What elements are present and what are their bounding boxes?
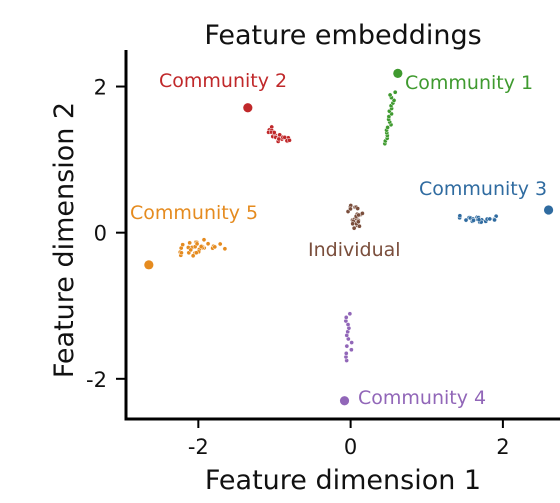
x-tick-label: 2 xyxy=(496,435,509,459)
annotations: Community 1 Community 2 Community 3 Comm… xyxy=(130,70,547,409)
label-community-5: Community 5 xyxy=(130,202,258,224)
community-3-cluster-point xyxy=(476,217,482,223)
community-4-cluster-point xyxy=(345,322,351,327)
y-axis-title: Feature dimension 2 xyxy=(49,102,80,378)
community-5-cluster-point xyxy=(193,250,199,256)
individual-cluster-point xyxy=(356,212,361,218)
community-3-cluster-point xyxy=(492,217,497,223)
community-3-cluster-point xyxy=(457,213,463,219)
community-2-cluster-point xyxy=(271,130,277,135)
label-community-3: Community 3 xyxy=(419,178,547,200)
community-1-cluster-point xyxy=(385,125,390,130)
community-5-cluster-point xyxy=(179,250,184,256)
community-1-cluster-point xyxy=(387,92,393,98)
community-4-cluster-point xyxy=(349,340,355,345)
individual-cluster-point xyxy=(348,206,353,212)
community-5-cluster-point xyxy=(222,246,228,252)
y-tick-label: -2 xyxy=(86,368,107,392)
community-2-anchor-point xyxy=(243,103,253,113)
community-5-cluster-point xyxy=(187,240,193,246)
x-tick-label: 0 xyxy=(344,435,357,459)
community-4-cluster-point xyxy=(343,315,349,320)
community-4-cluster-point xyxy=(344,343,350,349)
community-5-cluster-point xyxy=(205,241,211,247)
individual-cluster-point xyxy=(355,219,361,225)
community-5-cluster-point xyxy=(180,242,186,248)
x-axis-title: Feature dimension 1 xyxy=(205,465,481,496)
community-2-cluster-point xyxy=(276,136,282,142)
individual-cluster-point xyxy=(357,223,362,229)
community-4-cluster-point xyxy=(349,347,354,353)
community-1-cluster-point xyxy=(392,89,398,95)
community-5-cluster-point xyxy=(194,241,200,247)
community-3-cluster-point xyxy=(471,218,476,223)
label-community-1: Community 1 xyxy=(405,72,533,94)
plot-area xyxy=(144,68,554,406)
community-3-anchor-point xyxy=(543,205,554,215)
community-5-cluster-point xyxy=(198,244,204,249)
community-5-cluster-point xyxy=(190,253,196,259)
community-5-anchor-point xyxy=(144,260,154,270)
y-tick-label: 0 xyxy=(94,222,107,246)
community-4-cluster-point xyxy=(343,351,349,356)
label-community-4: Community 4 xyxy=(358,387,486,409)
individual-cluster-point xyxy=(355,206,361,211)
community-2-cluster-point xyxy=(287,137,292,143)
label-individual: Individual xyxy=(308,239,401,261)
community-5-cluster-point xyxy=(217,241,223,247)
community-1-anchor-point xyxy=(393,68,403,78)
community-5-cluster-point xyxy=(201,237,207,243)
individual-cluster-point xyxy=(351,225,357,231)
y-tick-label: 2 xyxy=(94,76,107,100)
chart-title: Feature embeddings xyxy=(204,20,481,51)
community-3-cluster-point xyxy=(487,216,493,222)
individual-cluster-point xyxy=(360,211,365,216)
individual-cluster-point xyxy=(350,221,356,227)
community-5-cluster-point xyxy=(212,244,218,250)
axis-ticks: -2 0 2 -2 0 2 xyxy=(86,76,510,459)
x-tick-label: -2 xyxy=(188,435,209,459)
community-4-cluster-point xyxy=(347,311,353,317)
community-5-cluster-point xyxy=(188,247,194,253)
community-4-anchor-point xyxy=(339,396,350,406)
community-3-cluster-point xyxy=(463,217,469,223)
label-community-2: Community 2 xyxy=(159,70,287,92)
